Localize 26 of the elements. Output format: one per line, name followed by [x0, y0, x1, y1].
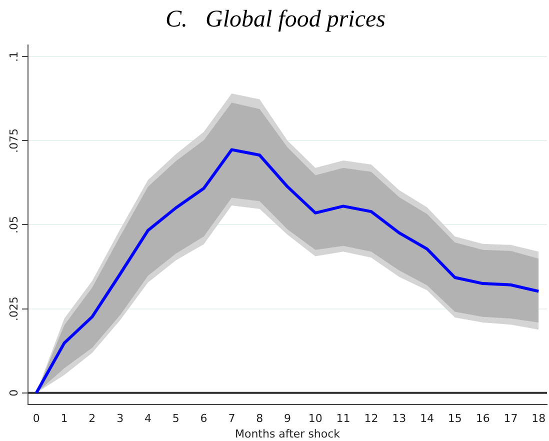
- x-tick-label: 15: [448, 412, 462, 426]
- x-tick-label: 6: [200, 412, 208, 426]
- x-tick-label: 7: [228, 412, 236, 426]
- y-tick-label: .075: [7, 128, 20, 153]
- y-tick-label: .025: [7, 296, 20, 322]
- x-tick-label: 11: [336, 412, 350, 426]
- x-axis-title: Months after shock: [234, 427, 341, 440]
- x-tick-label: 18: [532, 412, 546, 426]
- x-tick-label: 17: [504, 412, 518, 426]
- y-tick-label: .1: [7, 51, 20, 62]
- x-tick-label: 16: [476, 412, 490, 426]
- x-tick-label: 12: [364, 412, 378, 426]
- x-tick-label: 1: [60, 412, 68, 426]
- x-tick-label: 2: [88, 412, 96, 426]
- x-tick-label: 14: [420, 412, 434, 426]
- x-tick-label: 10: [308, 412, 322, 426]
- y-tick-label: .05: [7, 216, 20, 234]
- x-tick-label: 9: [284, 412, 291, 426]
- y-tick-label: 0: [7, 389, 20, 396]
- x-tick-label: 13: [392, 412, 406, 426]
- x-tick-label: 8: [256, 412, 264, 426]
- chart-title: C. Global food prices: [166, 6, 386, 33]
- x-tick-label: 5: [172, 412, 180, 426]
- x-tick-label: 3: [116, 412, 124, 426]
- x-tick-label: 0: [32, 412, 40, 426]
- x-tick-label: 4: [144, 412, 152, 426]
